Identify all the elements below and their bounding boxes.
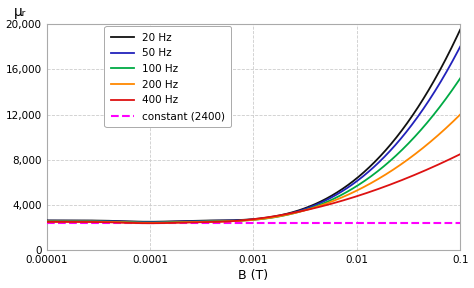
X-axis label: B (T): B (T) <box>238 270 268 283</box>
100 Hz <box>147 221 153 224</box>
100 Hz <box>457 77 463 80</box>
200 Hz <box>367 182 373 186</box>
100 Hz <box>328 198 334 202</box>
20 Hz <box>374 158 380 161</box>
20 Hz <box>147 220 153 223</box>
Line: 200 Hz: 200 Hz <box>46 115 460 223</box>
100 Hz <box>226 219 232 223</box>
200 Hz <box>374 178 380 181</box>
200 Hz <box>44 220 49 223</box>
20 Hz <box>44 219 49 222</box>
200 Hz <box>226 220 232 223</box>
200 Hz <box>457 113 463 116</box>
Text: μᵣ: μᵣ <box>13 5 26 20</box>
50 Hz <box>374 162 380 166</box>
20 Hz <box>367 165 373 169</box>
100 Hz <box>44 219 49 223</box>
50 Hz <box>226 219 232 222</box>
20 Hz <box>328 194 334 198</box>
400 Hz <box>328 202 334 206</box>
100 Hz <box>367 176 373 179</box>
100 Hz <box>374 170 380 174</box>
Line: 50 Hz: 50 Hz <box>46 47 460 222</box>
50 Hz <box>86 219 91 223</box>
200 Hz <box>328 200 334 204</box>
50 Hz <box>147 220 153 224</box>
50 Hz <box>367 169 373 173</box>
200 Hz <box>211 220 217 223</box>
200 Hz <box>86 220 91 223</box>
20 Hz <box>226 219 232 222</box>
50 Hz <box>328 196 334 199</box>
200 Hz <box>147 221 153 225</box>
400 Hz <box>226 220 232 223</box>
400 Hz <box>457 152 463 156</box>
100 Hz <box>86 219 91 223</box>
400 Hz <box>147 221 153 225</box>
50 Hz <box>457 45 463 48</box>
20 Hz <box>86 219 91 222</box>
50 Hz <box>44 219 49 223</box>
400 Hz <box>367 190 373 194</box>
Line: 20 Hz: 20 Hz <box>46 30 460 222</box>
400 Hz <box>374 188 380 191</box>
100 Hz <box>211 219 217 223</box>
20 Hz <box>457 28 463 31</box>
Legend: 20 Hz, 50 Hz, 100 Hz, 200 Hz, 400 Hz, constant (2400): 20 Hz, 50 Hz, 100 Hz, 200 Hz, 400 Hz, co… <box>104 26 231 127</box>
400 Hz <box>211 220 217 224</box>
400 Hz <box>86 220 91 224</box>
50 Hz <box>211 219 217 223</box>
400 Hz <box>44 220 49 223</box>
20 Hz <box>211 219 217 222</box>
Line: 100 Hz: 100 Hz <box>46 78 460 223</box>
Line: 400 Hz: 400 Hz <box>46 154 460 223</box>
